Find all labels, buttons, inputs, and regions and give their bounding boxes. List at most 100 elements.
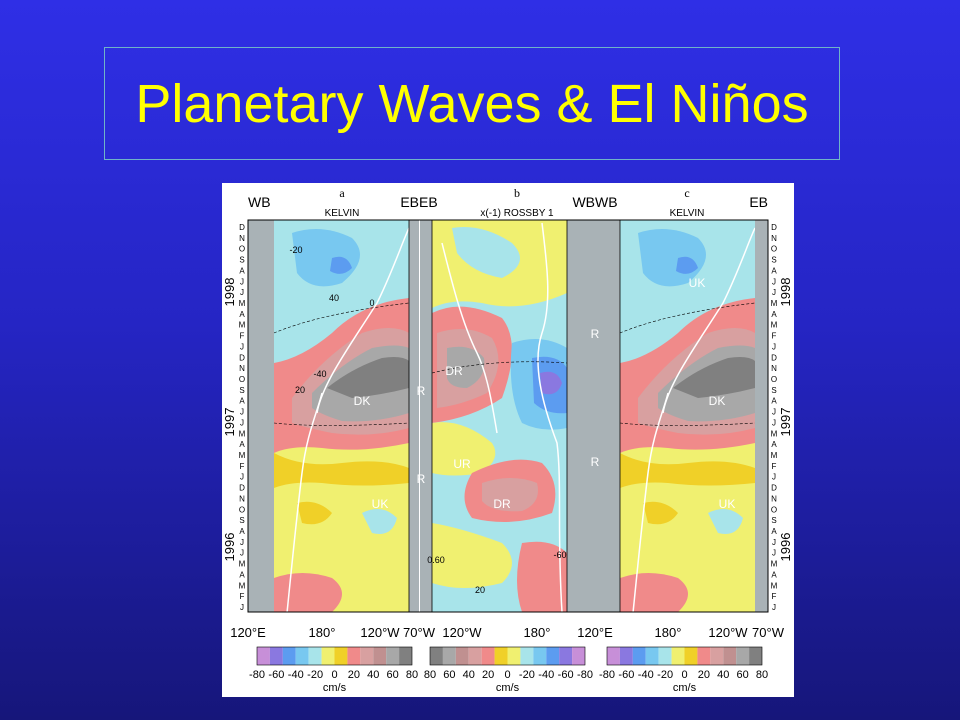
land-strip	[567, 220, 595, 612]
colorbar-swatch	[607, 647, 620, 665]
colorbar-units: cm/s	[673, 682, 697, 694]
month-label: O	[239, 375, 245, 384]
colorbar-swatch	[360, 647, 374, 665]
colorbar-swatch	[399, 647, 412, 665]
month-label: J	[240, 603, 244, 612]
month-label: J	[772, 549, 776, 558]
colorbar-swatch	[468, 647, 482, 665]
colorbar-tick: -60	[618, 669, 634, 681]
contour-label: 20	[295, 385, 305, 395]
colorbar-swatch	[321, 647, 335, 665]
colorbar-swatch	[455, 647, 469, 665]
colorbar-units: cm/s	[496, 682, 520, 694]
month-label: A	[771, 527, 777, 536]
month-label: J	[772, 342, 776, 351]
month-label: F	[772, 462, 777, 471]
colorbar-tick: 60	[387, 669, 399, 681]
colorbar-tick: 40	[367, 669, 379, 681]
reflection-mark: R	[417, 472, 426, 486]
contour-label: -40	[313, 369, 326, 379]
x-tick-label: 120°W	[708, 625, 748, 640]
colorbar-tick: -20	[307, 669, 323, 681]
month-label: J	[240, 473, 244, 482]
region-label: UK	[719, 497, 736, 511]
panel-b-field	[432, 220, 567, 612]
x-tick-label: 120°E	[230, 625, 266, 640]
colorbar-tick: 20	[482, 669, 494, 681]
colorbar-swatch	[559, 647, 573, 665]
month-label: J	[240, 342, 244, 351]
contour-label: 20	[475, 585, 485, 595]
boundary-label: WB	[248, 194, 271, 210]
boundary-label: WB	[595, 194, 618, 210]
colorbar-units: cm/s	[323, 682, 347, 694]
month-label: M	[239, 581, 246, 590]
month-label: J	[240, 538, 244, 547]
month-label: J	[240, 288, 244, 297]
month-label: N	[239, 364, 245, 373]
month-label: A	[771, 570, 777, 579]
month-label: N	[239, 494, 245, 503]
month-label: D	[239, 223, 245, 232]
month-label: O	[771, 375, 777, 384]
colorbar-swatch	[308, 647, 322, 665]
colorbar-tick: -40	[538, 669, 554, 681]
colorbar-frame	[429, 646, 586, 666]
reflection-mark: R	[591, 455, 600, 469]
title-box: Planetary Waves & El Niños	[104, 47, 840, 160]
month-label: N	[771, 364, 777, 373]
region-label: UK	[689, 276, 706, 290]
region-label: DK	[709, 394, 726, 408]
colorbar-swatch	[723, 647, 737, 665]
contour-label: -20	[289, 245, 302, 255]
colorbar-tick: -80	[599, 669, 615, 681]
panel-wave-name: KELVIN	[325, 208, 360, 219]
colorbar-swatch	[632, 647, 646, 665]
month-label: A	[771, 397, 777, 406]
colorbar-tick: -80	[249, 669, 265, 681]
colorbar-swatch	[269, 647, 283, 665]
region-label: DR	[493, 497, 511, 511]
colorbar-tick: 60	[737, 669, 749, 681]
month-label: A	[239, 397, 245, 406]
month-label: O	[239, 245, 245, 254]
month-label: J	[772, 288, 776, 297]
month-label: S	[239, 386, 244, 395]
hovmoller-figure: a KELVIN WB EB b x(-1) ROSSBY 1 EB WB c KELVIN WB E…	[222, 183, 794, 697]
colorbar-tick: 0	[331, 669, 337, 681]
boundary-label: EB	[749, 194, 768, 210]
colorbar-swatch	[749, 647, 762, 665]
colorbar-swatch	[684, 647, 698, 665]
x-tick-label: 120°W	[442, 625, 482, 640]
month-label: A	[771, 440, 777, 449]
colorbar-swatch	[736, 647, 750, 665]
colorbar-swatch	[481, 647, 495, 665]
month-label: A	[771, 310, 777, 319]
month-label: N	[239, 234, 245, 243]
month-label: D	[239, 353, 245, 362]
land-strip	[420, 220, 432, 612]
colorbar-swatch	[257, 647, 270, 665]
month-label: S	[771, 516, 776, 525]
year-label: 1998	[778, 278, 793, 307]
figure-svg: a KELVIN WB EB b x(-1) ROSSBY 1 EB WB c KELVIN WB E…	[222, 186, 793, 694]
month-label: J	[772, 538, 776, 547]
colorbar-tick: 80	[756, 669, 768, 681]
x-tick-label: 70°W	[752, 625, 785, 640]
region-label: DK	[354, 394, 371, 408]
month-label: M	[771, 451, 778, 460]
colorbar-frame	[606, 646, 763, 666]
year-label: 1997	[778, 408, 793, 437]
x-tick-label: 180°	[524, 625, 551, 640]
colorbar-tick: -20	[657, 669, 673, 681]
colorbar-tick: 20	[698, 669, 710, 681]
month-label: F	[772, 592, 777, 601]
month-label: M	[239, 560, 246, 569]
month-label: F	[240, 592, 245, 601]
colorbar-swatch	[295, 647, 309, 665]
colorbar-tick: -80	[577, 669, 593, 681]
colorbar-swatch	[507, 647, 521, 665]
month-label: S	[771, 386, 776, 395]
colorbar-tick: 40	[463, 669, 475, 681]
month-label: A	[771, 266, 777, 275]
